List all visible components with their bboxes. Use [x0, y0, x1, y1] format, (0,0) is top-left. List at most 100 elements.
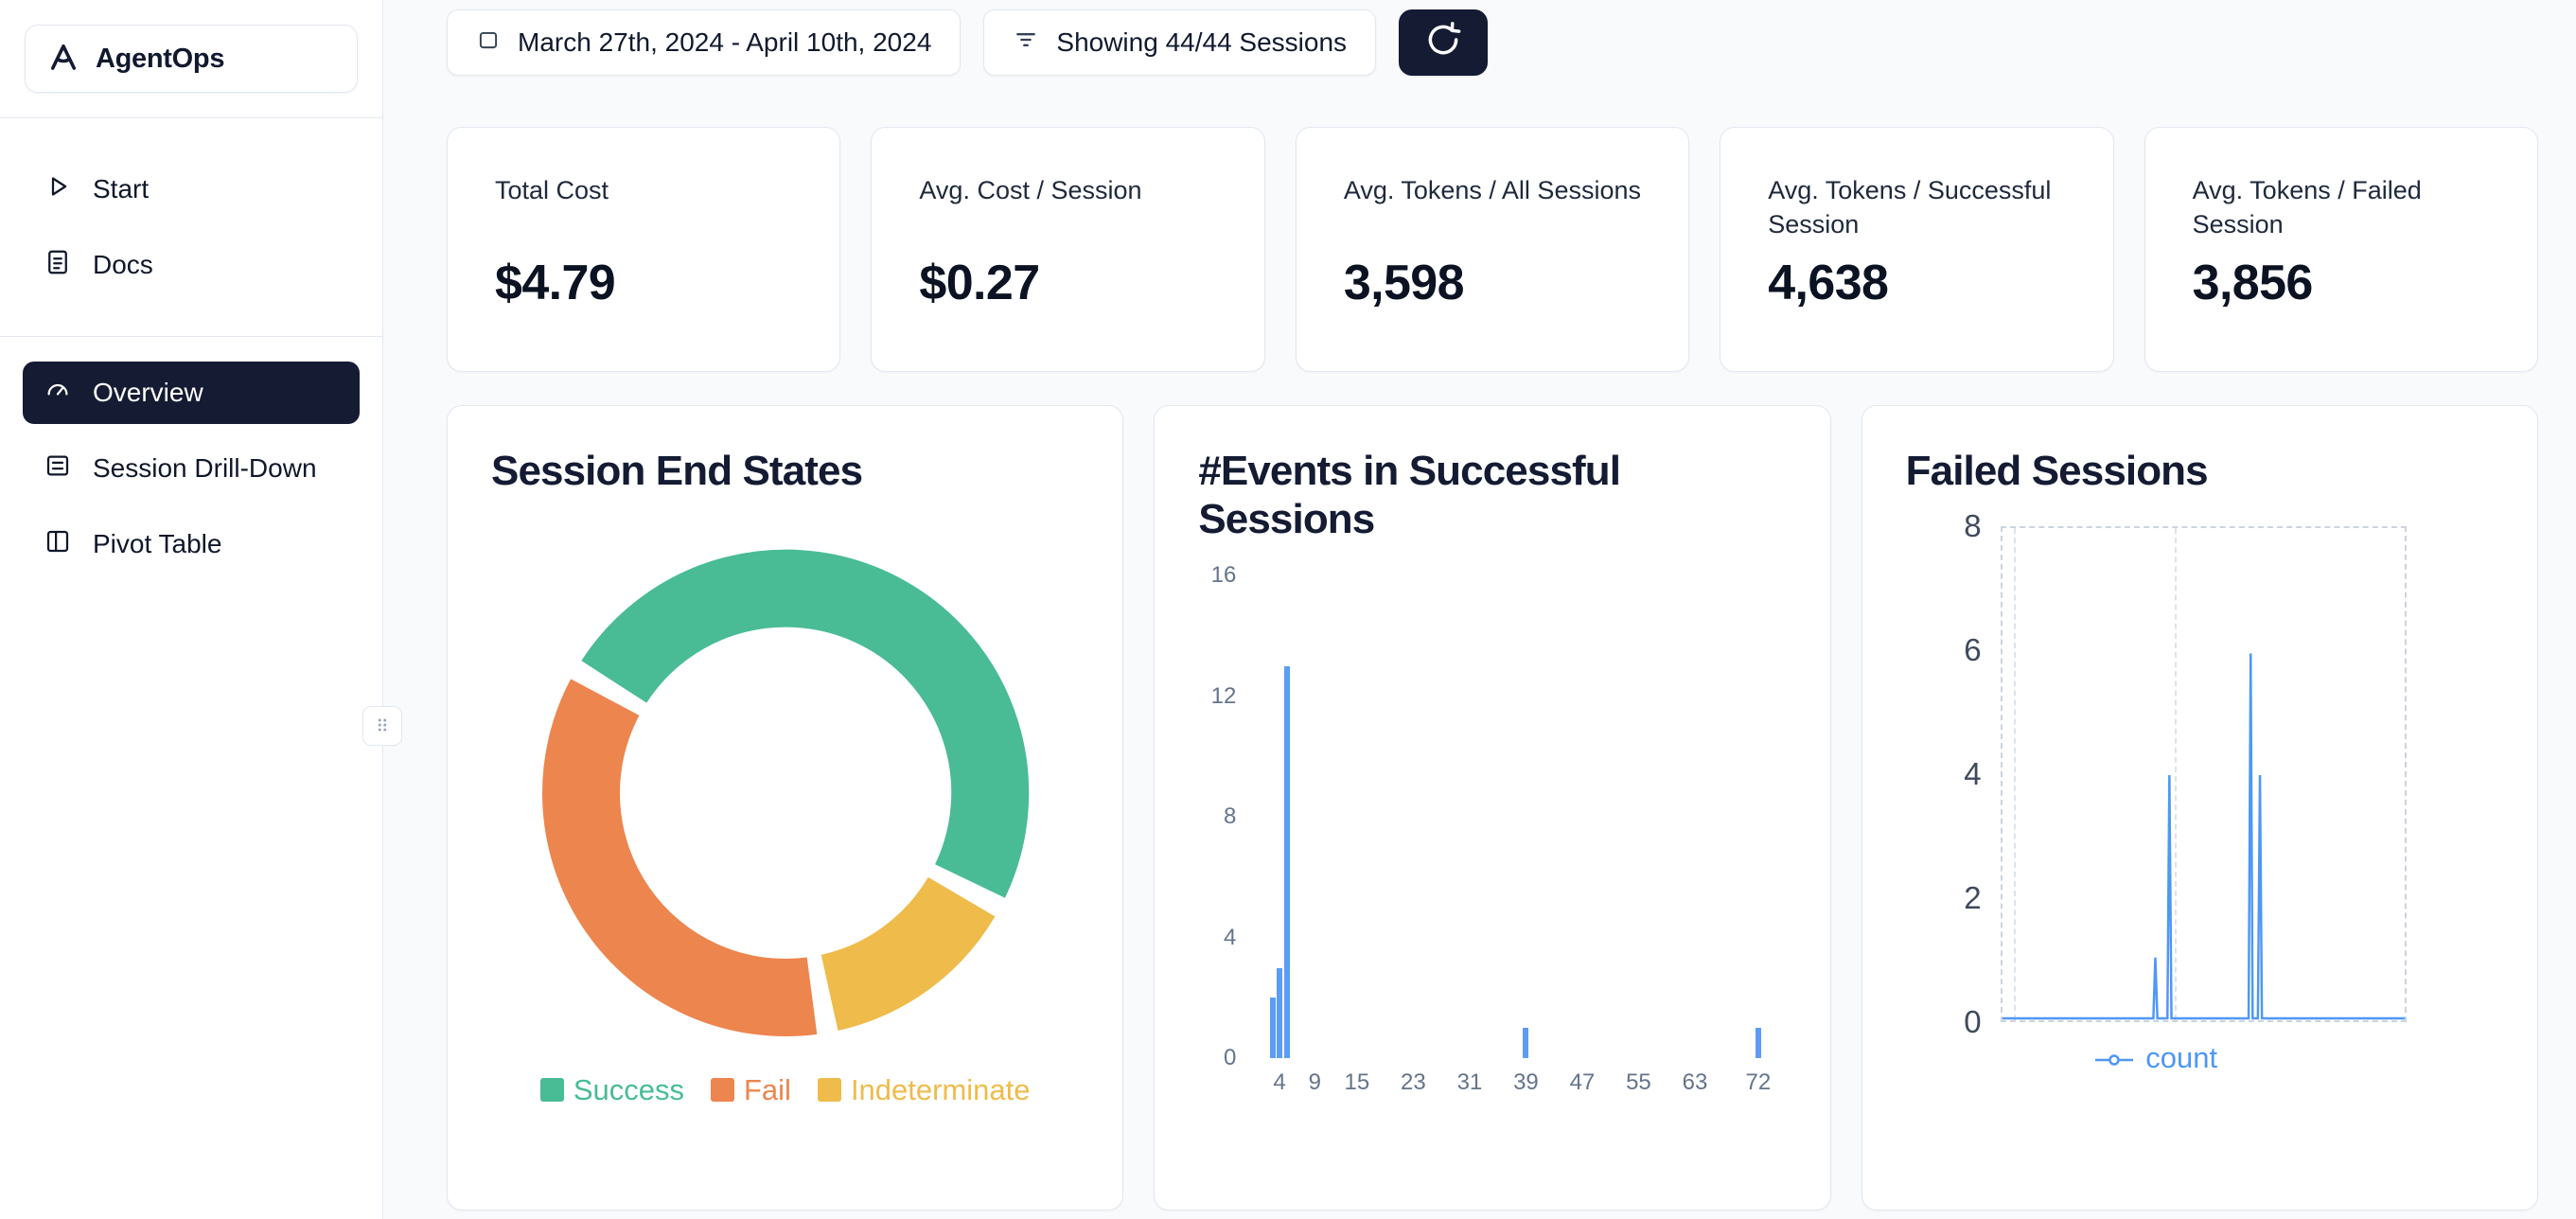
stat-value: 4,638: [1768, 256, 1889, 310]
sidebar-item-label: Docs: [93, 250, 153, 279]
gauge-icon: [44, 376, 72, 411]
stat-value: $0.27: [919, 256, 1040, 310]
stat-value: 3,598: [1343, 256, 1465, 310]
chart-title: #Events in Successful Sessions: [1198, 448, 1621, 542]
stat-label: Total Cost: [495, 176, 609, 204]
count-legend-label: count: [2145, 1040, 2218, 1074]
sidebar-item-pivot-table[interactable]: Pivot Table: [23, 513, 360, 575]
line-plot: [2000, 525, 2407, 1022]
bar-xlabels: 4 9 15 23 31 39 47 55 63 72: [1251, 1058, 1786, 1100]
fail-swatch: [710, 1078, 734, 1103]
gridline: [2014, 527, 2017, 1020]
y-tick-label: 4: [1223, 924, 1237, 950]
stat-card-total-cost: Total Cost $4.79: [447, 127, 841, 372]
sidebar-item-docs[interactable]: Docs: [23, 234, 360, 296]
sidebar-divider: [0, 336, 382, 337]
session-end-states-card: Session End States Success Fail: [447, 405, 1124, 1210]
success-swatch: [539, 1078, 564, 1103]
x-tick-label: 47: [1569, 1069, 1596, 1096]
stats-row: Total Cost $4.79 Avg. Cost / Session $0.…: [447, 127, 2539, 372]
stat-card-avg-cost-session: Avg. Cost / Session $0.27: [871, 127, 1265, 372]
count-line: [2002, 653, 2405, 1019]
sidebar-nav-main: Overview Session Drill-Down Pivot Table: [0, 362, 382, 591]
docs-icon: [44, 248, 72, 283]
y-tick-label: 16: [1210, 562, 1237, 589]
sidebar-item-label: Pivot Table: [93, 529, 222, 558]
stat-label: Avg. Cost / Session: [919, 176, 1142, 204]
donut-chart-area: Success Fail Indeterminate: [491, 496, 1079, 1107]
legend-label: Indeterminate: [850, 1072, 1031, 1106]
brand-logo-box[interactable]: AgentOps: [25, 25, 358, 93]
y-tick-label: 6: [1964, 631, 1982, 667]
stat-card-avg-tokens-successful: Avg. Tokens / Successful Session 4,638: [1720, 127, 2114, 372]
legend-item-success[interactable]: Success: [539, 1072, 684, 1107]
stat-label: Avg. Tokens / All Sessions: [1343, 176, 1641, 204]
x-tick-label: 4: [1273, 1069, 1286, 1096]
play-icon: [44, 172, 72, 207]
stat-value: $4.79: [495, 256, 616, 310]
x-tick-label: 63: [1682, 1069, 1708, 1096]
toolbar: March 27th, 2024 - April 10th, 2024 Show…: [447, 9, 2538, 76]
bar: [1269, 998, 1276, 1059]
sidebar-item-label: Session Drill-Down: [93, 453, 317, 483]
line-plot-svg: [2002, 653, 2405, 1019]
bar: [1283, 665, 1290, 1059]
sidebar-item-label: Overview: [93, 378, 203, 407]
stat-card-avg-tokens-failed: Avg. Tokens / Failed Session 3,856: [2144, 127, 2539, 372]
chart-title: Failed Sessions: [1905, 448, 2209, 494]
sidebar-divider: [0, 117, 382, 118]
date-range-button[interactable]: March 27th, 2024 - April 10th, 2024: [447, 9, 962, 76]
sessions-filter-button[interactable]: Showing 44/44 Sessions: [983, 9, 1377, 76]
x-tick-label: 23: [1401, 1069, 1426, 1096]
stat-value: 3,856: [2192, 256, 2314, 310]
events-histogram-card: #Events in Successful Sessions 0 4 8 12 16 4…: [1154, 405, 1831, 1210]
x-tick-label: 55: [1626, 1069, 1651, 1096]
stat-card-avg-tokens-all: Avg. Tokens / All Sessions 3,598: [1295, 127, 1690, 372]
main-content: March 27th, 2024 - April 10th, 2024 Show…: [383, 0, 2576, 1219]
list-icon: [44, 451, 72, 486]
legend-item-fail[interactable]: Fail: [710, 1072, 791, 1107]
sidebar-nav-top: Start Docs: [0, 143, 382, 311]
sidebar-item-overview[interactable]: Overview: [23, 362, 360, 424]
y-tick-label: 0: [1964, 1003, 1982, 1039]
y-tick-label: 12: [1210, 682, 1237, 709]
calendar-icon: [476, 27, 501, 59]
chart-title: Session End States: [491, 448, 863, 494]
legend-item-indeterminate[interactable]: Indeterminate: [817, 1072, 1031, 1107]
donut-segment-fail: [541, 678, 817, 1036]
indeterminate-swatch: [817, 1078, 841, 1103]
bar: [1277, 967, 1283, 1059]
y-tick-label: 8: [1223, 804, 1237, 830]
y-tick-label: 0: [1223, 1045, 1237, 1071]
failed-sessions-card: Failed Sessions 0 2 4 6 8 count: [1861, 405, 2538, 1210]
sidebar-item-session-drill-down[interactable]: Session Drill-Down: [23, 437, 360, 500]
date-range-label: March 27th, 2024 - April 10th, 2024: [518, 27, 932, 57]
count-legend[interactable]: count: [2094, 1041, 2217, 1075]
sessions-filter-label: Showing 44/44 Sessions: [1056, 27, 1348, 57]
bar-plot: [1251, 575, 1786, 1059]
legend-label: Success: [573, 1072, 684, 1106]
gridline: [2175, 527, 2178, 1020]
charts-row: Session End States Success Fail: [447, 405, 2538, 1210]
donut-legend: Success Fail Indeterminate: [539, 1072, 1031, 1107]
line-chart-area: 0 2 4 6 8: [1906, 508, 2494, 1039]
refresh-button[interactable]: [1399, 9, 1489, 76]
x-tick-label: 39: [1513, 1069, 1539, 1096]
legend-label: Fail: [743, 1072, 791, 1106]
columns-icon: [44, 527, 72, 562]
donut-segment-indeterminate: [820, 875, 996, 1031]
x-tick-label: 9: [1308, 1069, 1321, 1096]
line-ylabels: 0 2 4 6 8: [1906, 508, 2001, 1039]
bar: [1523, 1028, 1529, 1059]
x-tick-label: 72: [1745, 1069, 1772, 1096]
bar: [1755, 1028, 1761, 1059]
drag-dots-icon: [372, 715, 393, 738]
sidebar-resize-handle[interactable]: [362, 706, 402, 746]
agentops-logo-icon: [46, 40, 80, 79]
y-tick-label: 4: [1964, 755, 1982, 791]
line-legend-row: count: [1906, 1022, 2407, 1075]
x-tick-label: 31: [1456, 1069, 1483, 1096]
x-tick-label: 15: [1344, 1069, 1370, 1096]
sidebar-item-start[interactable]: Start: [23, 158, 360, 221]
